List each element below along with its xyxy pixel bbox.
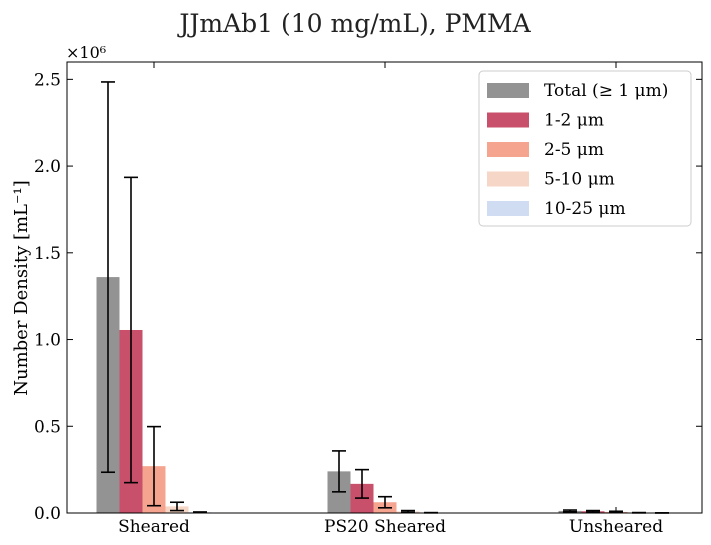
y-tick-label: 2.5: [34, 70, 61, 90]
legend-swatch: [487, 83, 529, 98]
y-tick-label: 0.0: [34, 504, 61, 524]
y-axis-label: Number Density [mL⁻¹]: [11, 180, 32, 396]
x-tick-label: PS20 Sheared: [324, 517, 446, 537]
legend-label: 5-10 μm: [544, 170, 615, 190]
legend-label: 2-5 μm: [544, 140, 604, 160]
x-tick-label: Unsheared: [569, 517, 663, 537]
legend-swatch: [487, 142, 529, 157]
legend-box: [478, 70, 692, 227]
y-multiplier-label: ×10⁶: [66, 43, 106, 62]
y-tick-label: 2.0: [34, 157, 61, 177]
legend-swatch: [487, 201, 529, 216]
legend-label: Total (≥ 1 μm): [544, 81, 668, 101]
y-tick-label: 0.5: [34, 417, 61, 437]
x-tick-label: Sheared: [118, 517, 190, 537]
legend-label: 1-2 μm: [544, 111, 604, 131]
y-tick-label: 1.5: [34, 244, 61, 264]
plot-area: 0.0 0.5 1.0 1.5 2.0 2.5 Sheared PS20 Sheared Uns…: [34, 62, 702, 537]
legend-swatch: [487, 171, 529, 187]
chart-title: JJmAb1 (10 mg/mL), PMMA: [176, 9, 531, 38]
plot-frame: [66, 61, 703, 514]
legend-label: 10-25 μm: [544, 199, 626, 219]
legend: Total (≥ 1 μm) 1-2 μm 2-5 μm 5-10 μm 10-25 μ…: [478, 70, 692, 227]
y-tick-label: 1.0: [34, 331, 61, 351]
legend-swatch: [487, 112, 529, 128]
